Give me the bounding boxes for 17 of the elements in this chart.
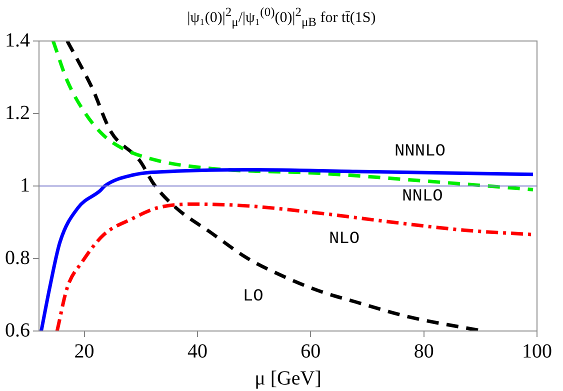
y-tick-label: 1 xyxy=(20,174,30,196)
x-tick-label: 40 xyxy=(187,340,208,362)
x-tick-label: 60 xyxy=(300,340,321,362)
y-tick-label: 0.8 xyxy=(5,246,30,269)
y-tick-label: 1.2 xyxy=(5,102,30,124)
series-label: NNLO xyxy=(402,188,443,207)
x-tick-label: 20 xyxy=(74,340,94,362)
series-label: LO xyxy=(242,288,264,307)
series-label: NLO xyxy=(328,230,360,249)
y-tick-label: 0.6 xyxy=(5,319,30,342)
chart-title: |ψ₁(0)|$^{2}$$_{μ}$/|ψ₁$^{(0)}$(0)|$^{2}$$_{μB}$ for tt̄(1S) xyxy=(187,5,376,29)
x-tick-label: 100 xyxy=(522,340,552,362)
y-tick-label: 1.4 xyxy=(5,29,30,52)
series-label: NNNLO xyxy=(394,142,446,162)
x-axis-title: μ [GeV] xyxy=(254,367,322,390)
line-series xyxy=(40,168,535,331)
x-tick-label: 80 xyxy=(414,340,434,362)
